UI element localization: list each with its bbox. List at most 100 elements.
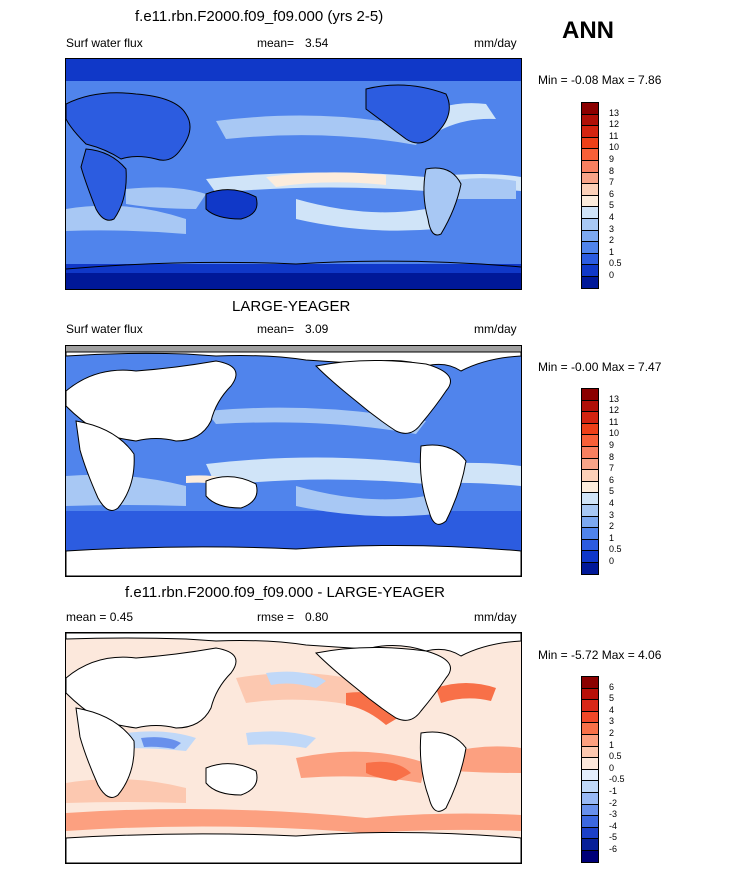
africa-landmass: [75, 420, 135, 511]
colorbar-tick-label: -1: [609, 786, 618, 796]
map-field-patch: [216, 115, 426, 145]
colorbar-tick-label: 8: [609, 165, 615, 176]
colorbar-tick-label: 5: [609, 200, 615, 211]
panel2-mean-value: 3.09: [305, 322, 329, 336]
colorbar-tick-label: 12: [609, 405, 620, 416]
arctic-landmass: [66, 633, 521, 657]
map-field-patch: [266, 671, 326, 688]
panel3-mean: mean = 0.45: [66, 610, 134, 624]
colorbar-tick-label: 7: [609, 463, 615, 474]
colorbar-tick-label: 0.5: [609, 751, 622, 762]
panel1-minmax: Min = -0.08 Max = 7.86: [538, 73, 662, 87]
colorbar-tick-label: 6: [609, 188, 615, 199]
panel3-title: f.e11.rbn.F2000.f09_f09.000 - LARGE-YEAG…: [125, 584, 445, 601]
south-america-landmass: [423, 167, 462, 236]
colorbar-tick-label: 0: [609, 762, 615, 773]
panel2-map-svg: [66, 346, 521, 576]
colorbar-tick-label: 0: [609, 556, 615, 566]
colorbar-swatch: [581, 562, 599, 575]
map-field-patch: [246, 731, 316, 748]
colorbar-tick-label: 3: [609, 716, 615, 727]
map-field-patch: [126, 187, 206, 209]
colorbar-tick-label: 3: [609, 509, 615, 520]
colorbar-tick-label: 2: [609, 235, 615, 246]
panel2-minmax: Min = -0.00 Max = 7.47: [538, 360, 662, 374]
map-missing-band: [66, 346, 521, 352]
map-field-band: [66, 511, 521, 551]
panel1-map-svg: [66, 59, 521, 289]
colorbar-tick-label: 5: [609, 693, 615, 704]
colorbar-tick-label: 13: [609, 393, 620, 404]
colorbar-tick-label: 6: [609, 474, 615, 485]
colorbar-tick-label: 9: [609, 154, 615, 164]
panel3-minmax: Min = -5.72 Max = 4.06: [538, 648, 662, 662]
colorbar-tick-label: 1: [609, 246, 615, 257]
south-america-landmass: [419, 731, 467, 812]
australia-landmass: [205, 189, 258, 220]
australia-landmass: [205, 763, 258, 796]
colorbar-tick-label: -5: [609, 832, 618, 843]
colorbar-tick-label: 12: [609, 119, 620, 130]
panel3-rmse-label: rmse =: [257, 610, 295, 624]
colorbar-tick-label: 10: [609, 428, 620, 439]
panel2-title: LARGE-YEAGER: [232, 298, 351, 315]
colorbar-tick-label: 11: [609, 130, 619, 141]
map-field-patch: [66, 779, 186, 803]
panel1-mean-label: mean=: [257, 36, 295, 50]
colorbar-tick-label: 3: [609, 223, 615, 234]
panel2-mean-label: mean=: [257, 322, 295, 336]
map-field-patch: [266, 172, 386, 187]
map-field-patch: [66, 205, 186, 234]
panel3-map-svg: [66, 633, 521, 863]
colorbar-tick-label: -3: [609, 809, 618, 820]
colorbar-swatch: [581, 276, 599, 289]
map-field-patch: [296, 486, 436, 517]
colorbar-tick-label: 0.5: [609, 544, 622, 555]
colorbar-tick-label: 10: [609, 142, 620, 153]
panel2-units: mm/day: [474, 322, 517, 336]
panel3-rmse-value: 0.80: [305, 610, 329, 624]
panel3-map: [65, 632, 522, 864]
panel2-map: [65, 345, 522, 577]
map-field-patch: [366, 761, 411, 781]
antarctica-coast: [66, 260, 521, 270]
antarctica-landmass: [66, 544, 521, 576]
north-america-landmass: [314, 359, 451, 434]
colorbar-tick-label: 2: [609, 521, 615, 532]
panel2-variable-label: Surf water flux: [66, 322, 143, 336]
colorbar-tick-label: -2: [609, 797, 618, 808]
map-field-band: [66, 273, 521, 289]
panel1-title: f.e11.rbn.F2000.f09_f09.000 (yrs 2-5): [135, 8, 384, 25]
panel1-units: mm/day: [474, 36, 517, 50]
colorbar-tick-label: 4: [609, 704, 615, 715]
map-field-band: [66, 59, 521, 81]
map-field-patch: [206, 407, 426, 434]
australia-landmass: [205, 476, 258, 509]
panel1-mean-value: 3.54: [305, 36, 329, 50]
season-label: ANN: [562, 17, 614, 44]
colorbar-tick-label: 1: [609, 532, 615, 543]
colorbar-tick-label: -6: [609, 844, 618, 854]
colorbar-tick-label: 2: [609, 728, 615, 738]
map-field-patch: [141, 737, 181, 749]
colorbar-tick-label: 4: [609, 498, 615, 508]
north-america-landmass: [314, 646, 451, 721]
panel3-units: mm/day: [474, 610, 517, 624]
colorbar-tick-label: 5: [609, 486, 615, 497]
colorbar-tick-label: 1: [609, 739, 615, 750]
map-field-patch: [296, 199, 436, 231]
map-field-patch: [436, 683, 496, 703]
colorbar-tick-label: 4: [609, 212, 615, 222]
panel1-variable-label: Surf water flux: [66, 36, 143, 50]
colorbar-tick-label: 11: [609, 416, 619, 427]
north-america-landmass: [365, 84, 450, 144]
colorbar-tick-label: 0: [609, 270, 615, 280]
panel1-map: [65, 58, 522, 290]
colorbar-tick-label: -0.5: [609, 774, 625, 785]
colorbar-tick-label: 0.5: [609, 258, 622, 269]
antarctica-landmass: [66, 831, 521, 863]
colorbar-tick-label: 9: [609, 440, 615, 450]
map-field-patch: [66, 809, 521, 833]
colorbar-tick-label: -4: [609, 820, 618, 831]
colorbar-tick-label: 6: [609, 681, 615, 692]
